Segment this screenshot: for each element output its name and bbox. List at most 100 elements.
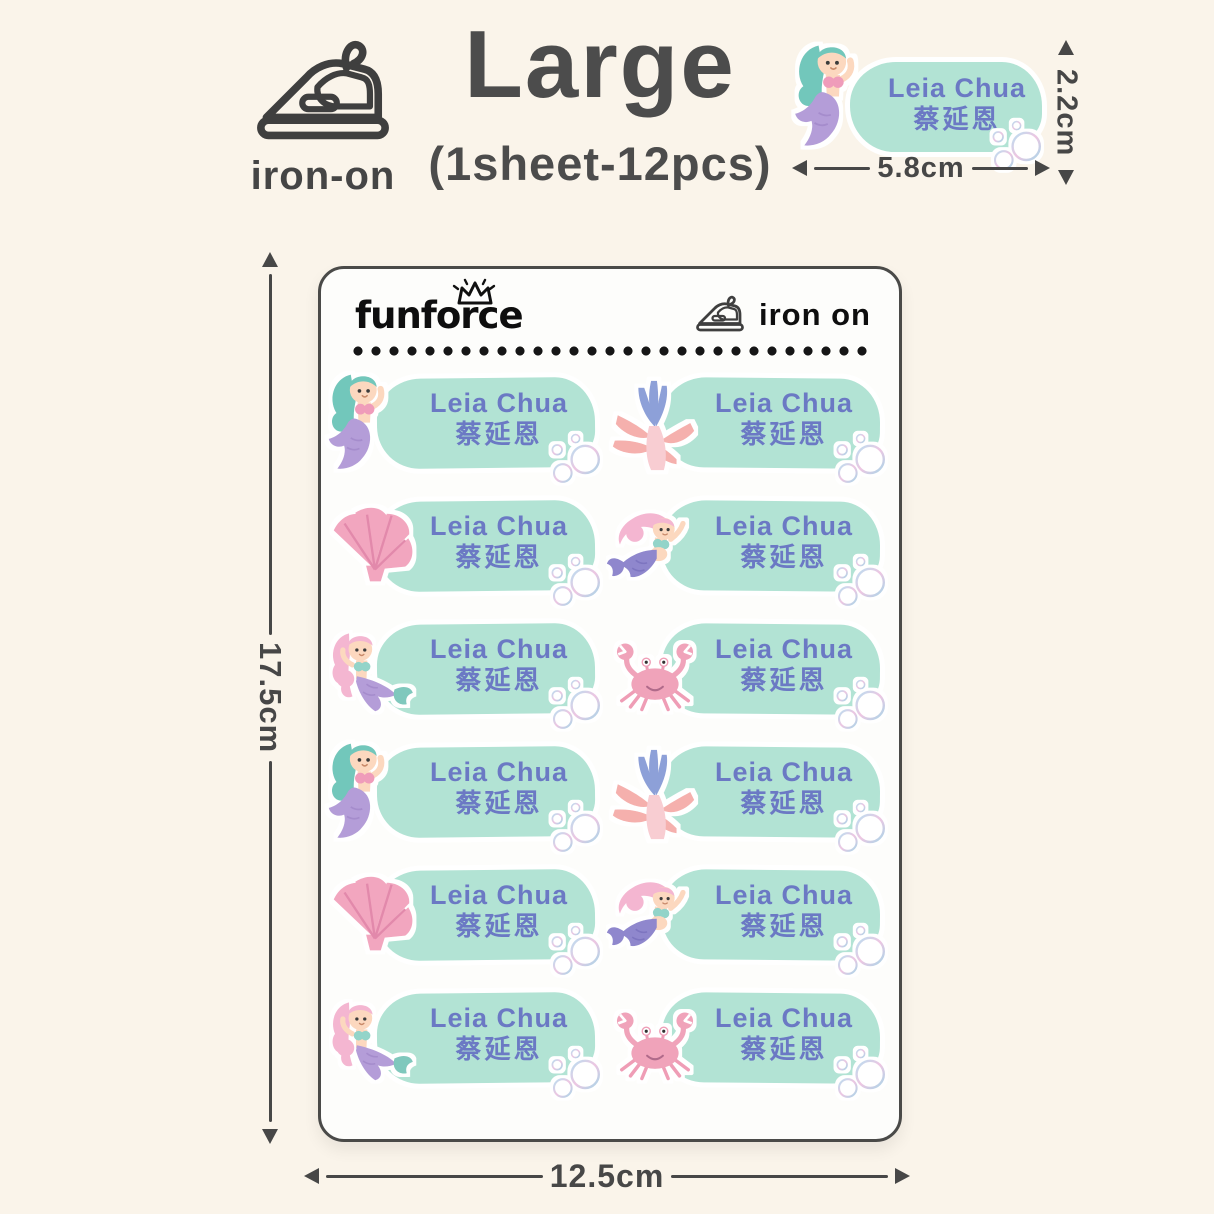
label-name-zh: 蔡延恩: [740, 1033, 828, 1064]
arrow-left-icon: [792, 160, 807, 176]
sample-sticker-blob: [850, 62, 1042, 152]
label-names: Leia Chua 蔡延恩: [696, 388, 872, 450]
bubbles-icon: [817, 667, 897, 735]
label-name-en: Leia Chua: [429, 757, 569, 787]
label-names: Leia Chua 蔡延恩: [411, 757, 587, 819]
label-names: Leia Chua 蔡延恩: [696, 757, 872, 819]
label-name-zh: 蔡延恩: [455, 787, 543, 818]
mermaid-pink-sit-icon: [321, 980, 419, 1100]
name-label: Leia Chua 蔡延恩: [327, 740, 610, 850]
sheet-height-label: 17.5cm: [253, 642, 288, 754]
label-name-zh: 蔡延恩: [740, 541, 828, 572]
bubbles-icon: [817, 1036, 897, 1104]
dotted-divider: [349, 345, 873, 357]
iron-icon: [239, 36, 407, 152]
label-name-en: Leia Chua: [429, 1003, 569, 1033]
arrow-right-icon: [1035, 160, 1051, 176]
label-name-zh: 蔡延恩: [455, 418, 543, 449]
bubbles-icon: [532, 913, 612, 981]
label-name-zh: 蔡延恩: [740, 787, 828, 818]
coral-icon: [606, 734, 704, 854]
mermaid-pink-swim-icon: [606, 488, 704, 608]
sample-width-label: 5.8cm: [877, 151, 965, 184]
bubbles-icon: [532, 790, 612, 858]
crab-icon: [606, 611, 704, 731]
bubbles-icon: [532, 544, 612, 612]
shell-icon: [321, 857, 419, 977]
sheet-height-dimension: 17.5cm: [250, 252, 290, 1145]
label-name-en: Leia Chua: [429, 634, 569, 664]
bubbles-icon: [532, 1036, 612, 1104]
label-names: Leia Chua 蔡延恩: [411, 880, 587, 942]
sticker-sheet: funforce iron on Leia Chua 蔡延恩 Leia Chua…: [318, 266, 902, 1142]
sheet-width-label: 12.5cm: [549, 1157, 665, 1194]
mermaid-teal-icon: [321, 734, 419, 854]
bubbles-icon: [817, 913, 897, 981]
label-name-en: Leia Chua: [429, 511, 569, 541]
mermaid-teal-icon: [321, 365, 419, 485]
shell-icon: [321, 488, 419, 608]
sheet-iron-on-label: iron on: [758, 297, 871, 332]
name-label: Leia Chua 蔡延恩: [327, 617, 610, 727]
bubbles-icon: [817, 421, 897, 489]
label-name-en: Leia Chua: [429, 388, 569, 418]
label-name-en: Leia Chua: [714, 757, 854, 787]
label-name-en: Leia Chua: [714, 634, 854, 664]
mermaid-pink-swim-icon: [606, 857, 704, 977]
sample-sticker-names: Leia Chua 蔡延恩: [874, 73, 1040, 135]
label-names: Leia Chua 蔡延恩: [696, 880, 872, 942]
label-name-zh: 蔡延恩: [740, 664, 828, 695]
sample-height-dimension: 2.2cm: [1048, 40, 1084, 186]
label-name-zh: 蔡延恩: [455, 1033, 543, 1064]
coral-icon: [606, 365, 704, 485]
iron-on-method-group: iron-on: [228, 36, 418, 199]
label-name-zh: 蔡延恩: [455, 664, 543, 695]
label-name-en: Leia Chua: [714, 388, 854, 418]
name-label: Leia Chua 蔡延恩: [612, 371, 895, 481]
bubbles-icon: [817, 790, 897, 858]
arrow-down-icon: [1058, 170, 1074, 186]
label-name-en: Leia Chua: [429, 880, 569, 910]
sample-width-dimension: 5.8cm: [792, 151, 1051, 184]
label-names: Leia Chua 蔡延恩: [411, 634, 587, 696]
mermaid-pink-sit-icon: [321, 611, 419, 731]
arrow-up-icon: [1058, 40, 1074, 55]
size-title: Large: [464, 11, 736, 118]
name-label: Leia Chua 蔡延恩: [327, 371, 610, 481]
label-name-zh: 蔡延恩: [455, 910, 543, 941]
arrow-left-icon: [304, 1168, 319, 1184]
brand-wordmark: funforce: [355, 293, 524, 337]
label-name-en: Leia Chua: [714, 1003, 854, 1033]
sheet-header: funforce iron on: [355, 289, 871, 341]
label-names: Leia Chua 蔡延恩: [696, 634, 872, 696]
name-label: Leia Chua 蔡延恩: [612, 617, 895, 727]
name-label: Leia Chua 蔡延恩: [327, 986, 610, 1096]
name-label: Leia Chua 蔡延恩: [327, 494, 610, 604]
name-label: Leia Chua 蔡延恩: [612, 494, 895, 604]
arrow-down-icon: [262, 1129, 278, 1145]
arrow-right-icon: [895, 1168, 910, 1184]
label-name-zh: 蔡延恩: [740, 910, 828, 941]
crown-icon: [451, 278, 497, 308]
bubbles-icon: [532, 667, 612, 735]
method-label: iron-on: [250, 154, 396, 198]
label-names: Leia Chua 蔡延恩: [411, 511, 587, 573]
sheet-count-subtitle: (1sheet-12pcs): [428, 137, 772, 190]
label-grid: Leia Chua 蔡延恩 Leia Chua 蔡延恩 Leia Chua 蔡延…: [327, 371, 897, 1096]
label-names: Leia Chua 蔡延恩: [696, 511, 872, 573]
name-label: Leia Chua 蔡延恩: [612, 863, 895, 973]
sheet-width-dimension: 12.5cm: [304, 1158, 910, 1194]
crab-icon: [606, 980, 704, 1100]
sample-sticker: Leia Chua 蔡延恩: [788, 28, 1100, 190]
name-label: Leia Chua 蔡延恩: [612, 740, 895, 850]
bubbles-icon: [532, 421, 612, 489]
bubbles-icon: [817, 544, 897, 612]
label-name-zh: 蔡延恩: [740, 418, 828, 449]
label-name-en: Leia Chua: [714, 511, 854, 541]
label-name-en: Leia Chua: [714, 880, 854, 910]
arrow-up-icon: [262, 252, 278, 267]
sheet-iron-on-group: iron on: [691, 294, 871, 336]
sample-name-en: Leia Chua: [887, 73, 1027, 103]
label-names: Leia Chua 蔡延恩: [411, 388, 587, 450]
